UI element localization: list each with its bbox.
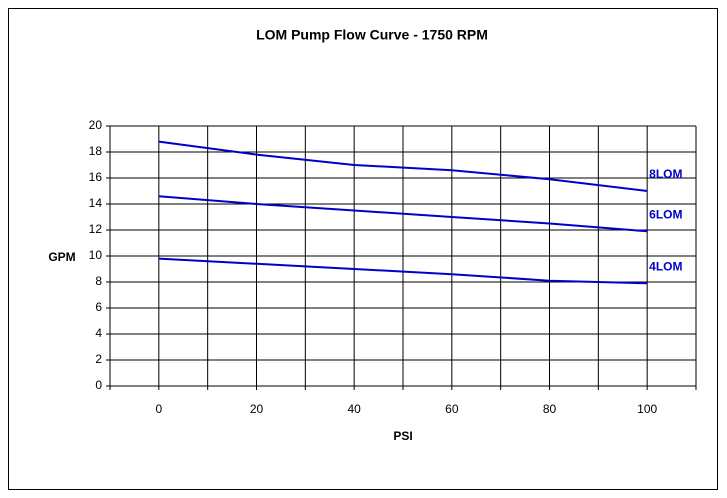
y-tick-label: 12 xyxy=(89,222,103,236)
series-line xyxy=(158,140,648,192)
x-tick-label: 20 xyxy=(250,402,264,416)
chart-border xyxy=(8,8,718,490)
y-axis-label: GPM xyxy=(48,250,75,264)
x-tick-label: 0 xyxy=(155,402,162,416)
y-tick-label: 16 xyxy=(89,170,103,184)
x-tick-label: 60 xyxy=(445,402,459,416)
y-tick-label: 4 xyxy=(95,326,102,340)
y-tick-label: 2 xyxy=(95,352,102,366)
chart-title: LOM Pump Flow Curve - 1750 RPM xyxy=(256,27,488,43)
y-tick-label: 20 xyxy=(89,118,103,132)
series-label: 4LOM xyxy=(649,259,682,273)
series-label: 6LOM xyxy=(649,207,682,221)
y-tick-label: 10 xyxy=(89,248,103,262)
x-tick-label: 100 xyxy=(637,402,657,416)
y-tick-label: 0 xyxy=(95,378,102,392)
y-tick-label: 14 xyxy=(89,196,103,210)
y-tick-label: 18 xyxy=(89,144,103,158)
x-tick-label: 40 xyxy=(347,402,361,416)
series-line xyxy=(158,257,648,285)
series-label: 8LOM xyxy=(649,167,682,181)
y-tick-label: 8 xyxy=(95,274,102,288)
x-tick-label: 80 xyxy=(543,402,557,416)
series-line xyxy=(158,195,648,233)
y-tick-label: 6 xyxy=(95,300,102,314)
x-axis-label: PSI xyxy=(393,429,412,443)
